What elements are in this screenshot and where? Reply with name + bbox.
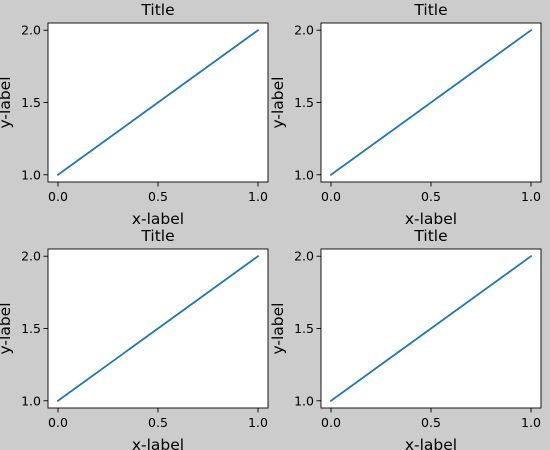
y-tick-label: 1.5 — [294, 321, 314, 336]
series-line-1 — [56, 254, 260, 403]
x-axis-label: x-label — [132, 436, 184, 450]
series-line-1 — [56, 28, 260, 177]
y-tick-label: 2.0 — [294, 23, 314, 38]
y-tick-label: 1.5 — [294, 95, 314, 110]
x-axis-label: x-label — [405, 436, 457, 450]
subplot-4: 0.0 0.5 1.0 1.0 1.5 2.0 Title x-label y-label — [269, 227, 542, 450]
y-tick-label: 1.0 — [294, 167, 314, 182]
chart-title: Title — [140, 1, 174, 19]
y-tick-label: 2.0 — [294, 249, 314, 264]
x-tick-label: 0.0 — [48, 189, 68, 204]
x-tick-label: 1.0 — [521, 415, 541, 430]
y-tick-label: 1.5 — [21, 321, 41, 336]
x-tick-label: 1.0 — [521, 189, 541, 204]
x-tick-label: 0.5 — [148, 415, 168, 430]
y-axis-label: y-label — [269, 303, 287, 355]
y-axis-label: y-label — [0, 77, 14, 129]
x-tick-label: 0.0 — [321, 189, 341, 204]
y-tick-label: 2.0 — [21, 23, 41, 38]
y-axis-label: y-label — [269, 77, 287, 129]
x-tick-label: 0.5 — [421, 189, 441, 204]
chart-title: Title — [413, 1, 447, 19]
x-axis-label: x-label — [132, 210, 184, 228]
series-line-1 — [329, 28, 533, 177]
subplot-3: 0.0 0.5 1.0 1.0 1.5 2.0 Title x-label y-label — [0, 227, 269, 450]
x-axis-label: x-label — [405, 210, 457, 228]
y-tick-label: 1.0 — [21, 393, 41, 408]
chart-title: Title — [413, 227, 447, 245]
x-tick-label: 0.0 — [321, 415, 341, 430]
series-line-1 — [329, 254, 533, 403]
y-tick-label: 2.0 — [21, 249, 41, 264]
y-tick-label: 1.0 — [21, 167, 41, 182]
x-tick-label: 1.0 — [248, 415, 268, 430]
y-tick-label: 1.0 — [294, 393, 314, 408]
chart-title: Title — [140, 227, 174, 245]
x-tick-label: 0.5 — [148, 189, 168, 204]
y-axis-label: y-label — [0, 303, 14, 355]
y-tick-label: 1.5 — [21, 95, 41, 110]
x-tick-label: 0.0 — [48, 415, 68, 430]
subplot-2: 0.0 0.5 1.0 1.0 1.5 2.0 Title x-label y-label — [269, 1, 542, 228]
subplot-1: 0.0 0.5 1.0 1.0 1.5 2.0 Title x-label y-label — [0, 1, 269, 228]
x-tick-label: 1.0 — [248, 189, 268, 204]
x-tick-label: 0.5 — [421, 415, 441, 430]
